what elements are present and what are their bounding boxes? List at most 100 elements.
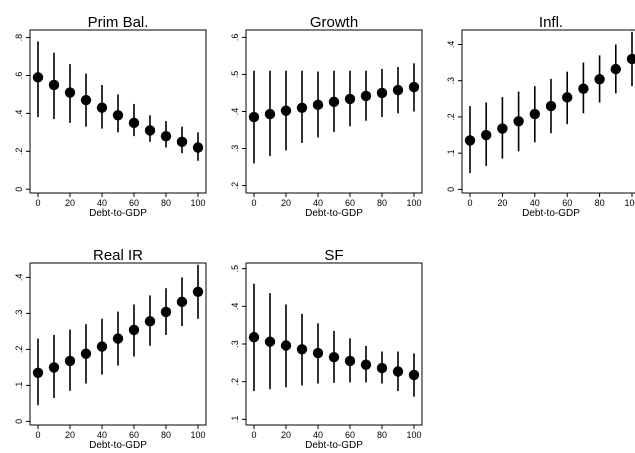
point-estimate bbox=[128, 324, 140, 336]
point-estimate bbox=[32, 72, 44, 83]
point-estimate bbox=[610, 63, 621, 75]
y-tick-label: .3 bbox=[14, 310, 24, 318]
y-tick-label: .4 bbox=[446, 41, 456, 49]
point-estimate bbox=[392, 366, 404, 377]
point-estimate bbox=[481, 129, 492, 141]
point-estimate bbox=[312, 347, 324, 359]
point-estimate bbox=[392, 84, 404, 96]
point-estimate bbox=[344, 93, 356, 105]
y-tick-label: .3 bbox=[230, 340, 240, 348]
point-estimate bbox=[376, 362, 388, 374]
point-estimate bbox=[64, 87, 76, 98]
point-estimate bbox=[312, 99, 324, 111]
point-estimate bbox=[464, 135, 476, 146]
point-estimate bbox=[562, 92, 573, 103]
y-tick-label: .2 bbox=[446, 113, 456, 121]
x-tick-label: 80 bbox=[595, 198, 605, 208]
panel-title: Growth bbox=[310, 14, 358, 31]
x-tick-label: 80 bbox=[377, 198, 387, 208]
x-tick-label: 20 bbox=[65, 198, 75, 208]
point-estimate bbox=[176, 136, 188, 148]
point-estimate bbox=[545, 100, 557, 112]
point-estimate bbox=[64, 355, 76, 367]
point-estimate bbox=[96, 102, 108, 113]
x-tick-label: 40 bbox=[530, 198, 540, 208]
x-tick-label: 40 bbox=[313, 430, 323, 440]
x-tick-label: 0 bbox=[467, 198, 472, 208]
y-tick-label: .1 bbox=[230, 416, 240, 424]
x-axis-label: Debt-to-GDP bbox=[89, 440, 147, 451]
point-estimate bbox=[48, 362, 60, 373]
y-tick-label: .4 bbox=[230, 108, 240, 116]
point-estimate bbox=[264, 108, 276, 120]
y-tick-label: .4 bbox=[14, 110, 24, 118]
panel-title: Prim Bal. bbox=[88, 14, 149, 31]
point-estimate bbox=[376, 87, 388, 99]
point-estimate bbox=[160, 130, 172, 142]
point-estimate bbox=[248, 332, 260, 343]
point-estimate bbox=[296, 102, 308, 113]
point-estimate bbox=[160, 306, 172, 318]
point-estimate bbox=[112, 110, 124, 121]
panel-title: Real IR bbox=[93, 247, 143, 264]
point-estimate bbox=[360, 90, 372, 102]
x-tick-label: 100 bbox=[406, 198, 421, 208]
y-tick-label: 0 bbox=[14, 419, 24, 424]
x-tick-label: 100 bbox=[190, 430, 205, 440]
x-tick-label: 40 bbox=[97, 198, 107, 208]
panel-growth: Growth .2 .3 .4 .5 .6 0 20 40 60 80 100 Debt-to-GDP bbox=[230, 14, 423, 219]
point-estimate bbox=[296, 344, 308, 355]
x-tick-label: 0 bbox=[35, 198, 40, 208]
x-tick-label: 20 bbox=[497, 198, 507, 208]
point-estimate bbox=[128, 117, 140, 129]
x-axis-label: Debt-to-GDP bbox=[522, 208, 580, 219]
point-estimate bbox=[80, 348, 92, 359]
y-tick-label: .2 bbox=[14, 346, 24, 354]
panel-title: SF bbox=[324, 247, 343, 264]
panel-sf: SF .1 .2 .3 .4 .5 0 20 40 60 80 100 Debt-to-GDP bbox=[230, 247, 423, 451]
point-estimate bbox=[408, 81, 420, 93]
x-tick-label: 20 bbox=[281, 198, 291, 208]
point-estimate bbox=[192, 286, 204, 297]
x-tick-label: 20 bbox=[65, 430, 75, 440]
point-estimate bbox=[112, 333, 124, 344]
x-axis-label: Debt-to-GDP bbox=[89, 208, 147, 219]
x-tick-label: 60 bbox=[345, 430, 355, 440]
x-tick-label: 0 bbox=[35, 430, 40, 440]
point-estimate bbox=[529, 108, 540, 120]
y-tick-label: .5 bbox=[230, 265, 240, 273]
point-estimate bbox=[80, 94, 92, 106]
x-tick-label: 0 bbox=[251, 430, 256, 440]
point-estimate bbox=[578, 83, 589, 94]
panel-real-ir: Real IR 0 .1 .2 .3 .4 0 20 40 60 80 100 Debt-to-GDP bbox=[14, 247, 207, 451]
panel-prim-bal: Prim Bal. 0 .2 .4 .6 .8 0 20 40 60 80 100 Debt-to-GD… bbox=[14, 14, 207, 219]
y-tick-label: .2 bbox=[230, 378, 240, 386]
x-axis-label: Debt-to-GDP bbox=[305, 440, 363, 451]
y-tick-label: .1 bbox=[446, 149, 456, 157]
point-estimate bbox=[408, 369, 420, 381]
x-tick-label: 60 bbox=[562, 198, 572, 208]
point-estimate bbox=[32, 367, 44, 378]
x-tick-label: 80 bbox=[161, 198, 171, 208]
point-estimate bbox=[248, 111, 260, 123]
y-tick-label: .2 bbox=[14, 148, 24, 156]
y-tick-label: 0 bbox=[446, 187, 456, 192]
panel-infl: Infl. 0 .1 .2 .3 .4 0 20 40 60 80 100 Debt-to-GDP bbox=[446, 14, 635, 219]
point-estimate bbox=[594, 74, 605, 85]
x-tick-label: 0 bbox=[251, 198, 256, 208]
y-tick-label: .3 bbox=[446, 77, 456, 85]
point-estimate bbox=[176, 296, 188, 308]
y-tick-label: .3 bbox=[230, 145, 240, 153]
x-tick-label: 80 bbox=[377, 430, 387, 440]
x-tick-label: 40 bbox=[97, 430, 107, 440]
point-estimate bbox=[360, 359, 372, 370]
x-tick-label: 60 bbox=[345, 198, 355, 208]
point-estimate bbox=[144, 316, 156, 327]
point-estimate bbox=[96, 341, 108, 352]
x-tick-label: 40 bbox=[313, 198, 323, 208]
point-estimate bbox=[497, 123, 508, 134]
plot-frame bbox=[461, 29, 635, 194]
point-estimate bbox=[264, 336, 276, 347]
point-estimate bbox=[328, 96, 340, 108]
